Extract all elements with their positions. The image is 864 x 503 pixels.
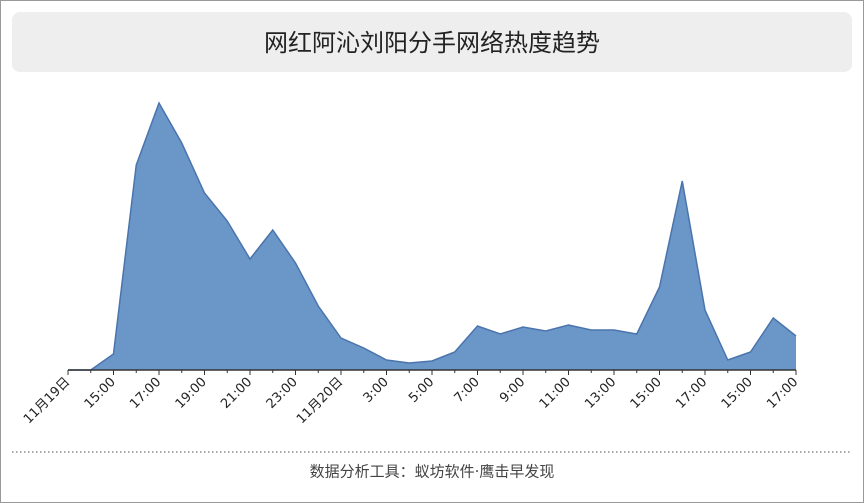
chart-title: 网红阿沁刘阳分手网络热度趋势 <box>264 29 600 57</box>
area-line <box>68 101 797 371</box>
area <box>68 103 796 370</box>
footer-text: 数据分析工具：蚁坊软件·鹰击早发现 <box>310 463 555 481</box>
title-box <box>12 12 852 72</box>
